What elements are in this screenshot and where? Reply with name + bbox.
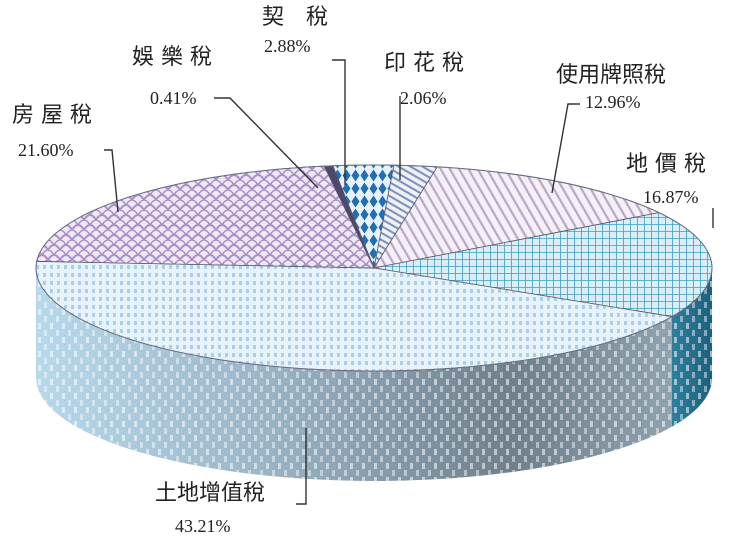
pie-slice-5 <box>36 165 375 269</box>
leader-line-6 <box>214 97 319 189</box>
slice-label-5: 房 屋 稅 <box>12 103 92 128</box>
leader-line-2 <box>551 103 580 194</box>
slice-label-4: 土地增值稅 <box>155 481 265 506</box>
slice-value-2: 12.96% <box>585 92 641 112</box>
slice-label-1: 印 花 稅 <box>384 51 464 76</box>
pie-rim <box>35 164 713 372</box>
slice-label-0: 契 稅 <box>262 5 328 30</box>
slice-label-2: 使用牌照稅 <box>556 63 666 88</box>
slice-value-5: 21.60% <box>18 140 74 160</box>
slice-label-3: 地 價 稅 <box>626 152 706 177</box>
pie-side-wall <box>36 268 712 481</box>
leader-line-0 <box>332 59 346 185</box>
leader-line-4 <box>296 428 307 505</box>
slice-value-3: 16.87% <box>643 187 699 207</box>
side-wall-texture-3-0 <box>671 268 712 427</box>
leader-line-5 <box>104 149 119 213</box>
pie-labels: 契 稅 2.88% 印 花 稅 2.06% 使用牌照稅 12.96% 地 價 稅 16.87%… <box>12 5 714 536</box>
slice-label-6: 娛 樂 稅 <box>132 45 212 70</box>
side-wall-texture-4-0 <box>36 268 672 481</box>
pie-top-face <box>35 164 713 372</box>
slice-value-6: 0.41% <box>150 88 197 108</box>
slice-value-4: 43.21% <box>175 516 231 536</box>
slice-value-0: 2.88% <box>264 36 311 56</box>
slice-value-1: 2.06% <box>400 88 447 108</box>
